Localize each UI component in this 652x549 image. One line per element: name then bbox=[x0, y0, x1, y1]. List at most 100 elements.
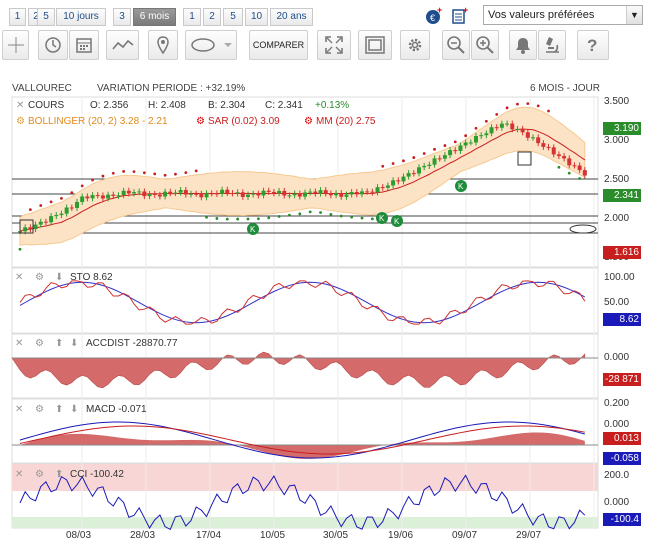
close-icon[interactable]: ✕ bbox=[15, 404, 24, 415]
add-portfolio-icon[interactable]: + bbox=[450, 5, 470, 26]
candle bbox=[448, 150, 453, 156]
period-1-day-button[interactable]: 1 bbox=[9, 8, 26, 26]
candle bbox=[85, 196, 90, 199]
sar-dot bbox=[215, 217, 219, 220]
candle bbox=[303, 192, 307, 197]
sar-dot bbox=[101, 174, 105, 178]
gear-icon[interactable]: ⚙ bbox=[35, 469, 44, 480]
candle bbox=[256, 193, 261, 196]
close-icon[interactable]: ✕ bbox=[16, 100, 25, 111]
period-1-year-button[interactable]: 1 bbox=[183, 8, 201, 26]
gear-icon[interactable]: ⚙ bbox=[304, 116, 313, 127]
candle bbox=[230, 192, 235, 194]
history-button[interactable] bbox=[38, 30, 68, 60]
crosshair-button[interactable] bbox=[2, 30, 29, 60]
sar-dot bbox=[505, 106, 509, 110]
arrow-down-icon[interactable]: ⬇ bbox=[55, 272, 64, 283]
mm-legend: MM (20) 2.75 bbox=[316, 116, 376, 127]
frame-button[interactable] bbox=[358, 30, 392, 60]
compare-button[interactable]: COMPARER bbox=[249, 30, 308, 60]
ellipse-drawing bbox=[569, 224, 597, 234]
accdist-axis-label: 0.000 bbox=[604, 352, 630, 363]
add-alert-icon[interactable]: € + bbox=[424, 5, 444, 26]
candle bbox=[458, 145, 463, 151]
candle bbox=[380, 187, 385, 189]
chart-type-button[interactable] bbox=[106, 30, 139, 60]
gear-icon[interactable]: ⚙ bbox=[35, 272, 44, 283]
macd-badge: 0.013 bbox=[603, 432, 641, 445]
candle bbox=[453, 150, 458, 152]
candle bbox=[437, 158, 442, 160]
gear-icon[interactable]: ⚙ bbox=[196, 116, 205, 127]
sar-dot bbox=[526, 102, 530, 106]
sar-dot bbox=[277, 215, 281, 218]
candle bbox=[173, 192, 178, 194]
svg-text:?: ? bbox=[587, 36, 597, 55]
candle bbox=[59, 213, 64, 216]
candle bbox=[116, 195, 121, 197]
period-3-months-button[interactable]: 3 bbox=[113, 8, 131, 26]
period-10-years-button[interactable]: 10 bbox=[245, 8, 268, 26]
arrow-down-icon[interactable]: ⬇ bbox=[70, 404, 79, 415]
period-2-years-button[interactable]: 2 bbox=[203, 8, 221, 26]
sar-dot bbox=[412, 156, 416, 159]
close-icon[interactable]: ✕ bbox=[15, 272, 24, 283]
candle bbox=[328, 193, 333, 196]
sar-dot bbox=[391, 162, 395, 165]
arrow-down-icon[interactable]: ⬇ bbox=[70, 338, 79, 349]
gear-icon[interactable]: ⚙ bbox=[35, 404, 44, 415]
settings-button[interactable] bbox=[400, 30, 430, 60]
fullscreen-button[interactable] bbox=[317, 30, 351, 60]
candle bbox=[33, 224, 38, 230]
arrow-up-icon[interactable]: ⬆ bbox=[55, 338, 64, 349]
marker-button[interactable] bbox=[148, 30, 178, 60]
variation-label: VARIATION PERIODE : +32.19% bbox=[97, 83, 246, 94]
sar-dot bbox=[329, 213, 333, 216]
candle bbox=[417, 167, 421, 174]
candle bbox=[199, 193, 204, 198]
k-marker-label: K bbox=[379, 214, 385, 223]
zoom-in-button[interactable] bbox=[471, 30, 499, 60]
help-button[interactable]: ? bbox=[577, 30, 609, 60]
period-10-days-button[interactable]: 10 jours bbox=[56, 8, 106, 26]
close-icon[interactable]: ✕ bbox=[15, 469, 24, 480]
sar-dot bbox=[205, 215, 208, 219]
arrow-up-icon[interactable]: ⬆ bbox=[55, 404, 64, 415]
price-axis-label: 2.000 bbox=[604, 213, 630, 224]
analysis-button[interactable] bbox=[538, 30, 566, 60]
zoom-out-button[interactable] bbox=[442, 30, 470, 60]
candle bbox=[251, 193, 256, 195]
drawing-shape-button[interactable] bbox=[185, 30, 237, 60]
arrow-up-icon[interactable]: ⬆ bbox=[55, 469, 64, 480]
date-label: 30/05 bbox=[323, 530, 349, 541]
sar-dot bbox=[464, 134, 468, 138]
macd-axis-label: 0.000 bbox=[604, 419, 630, 430]
calendar-button[interactable] bbox=[69, 30, 99, 60]
change-value: +0.13% bbox=[315, 100, 350, 111]
line-chart-icon bbox=[111, 39, 133, 50]
candle bbox=[468, 142, 473, 144]
watchlist-select-value: Vos valeurs préférées bbox=[488, 9, 595, 21]
gear-icon[interactable]: ⚙ bbox=[35, 338, 44, 349]
watchlist-select[interactable]: Vos valeurs préférées ▼ bbox=[483, 5, 643, 25]
sar-dot bbox=[453, 140, 457, 144]
k-marker bbox=[455, 180, 467, 192]
period-5-years-button[interactable]: 5 bbox=[223, 8, 243, 26]
period-5-days-button[interactable]: 5 bbox=[37, 8, 55, 26]
cci-axis-label: 200.0 bbox=[604, 470, 630, 481]
candle bbox=[80, 196, 85, 202]
sar-dot bbox=[433, 147, 436, 151]
period-20-years-button[interactable]: 20 ans bbox=[270, 8, 313, 26]
candle bbox=[157, 194, 162, 197]
alert-button[interactable] bbox=[509, 30, 537, 60]
close-icon[interactable]: ✕ bbox=[15, 338, 24, 349]
panel-frame bbox=[11, 96, 599, 268]
period-6-months-button[interactable]: 6 mois bbox=[133, 8, 176, 26]
candle bbox=[209, 193, 214, 195]
candle bbox=[531, 137, 535, 139]
date-label: 17/04 bbox=[196, 530, 222, 541]
date-label: 19/06 bbox=[388, 530, 414, 541]
gear-icon[interactable]: ⚙ bbox=[16, 116, 25, 127]
candle bbox=[499, 123, 504, 128]
